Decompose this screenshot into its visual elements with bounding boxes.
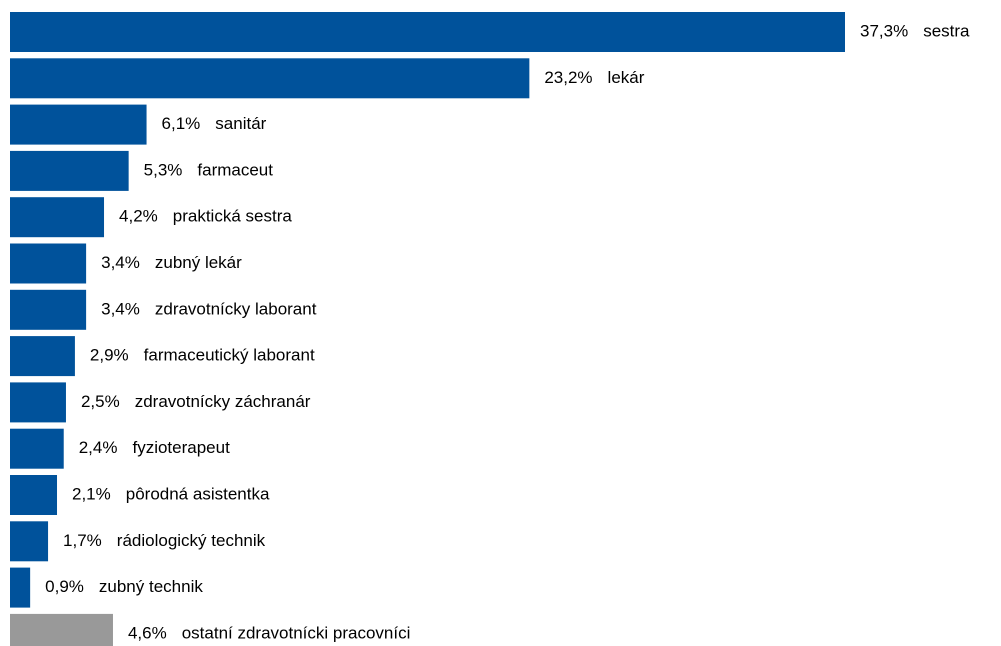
category-label: zdravotnícky laborant [155, 299, 317, 318]
bar [10, 567, 31, 608]
value-label: 4,2% [119, 207, 158, 226]
value-label: 2,5% [81, 392, 120, 411]
category-label: ostatní zdravotnícki pracovníci [182, 623, 411, 642]
category-label: zdravotnícky záchranár [135, 392, 311, 411]
value-label: 2,9% [90, 346, 129, 365]
bar [10, 336, 75, 377]
category-label: sestra [923, 21, 970, 40]
bar [10, 475, 58, 515]
bar [10, 104, 147, 145]
bar [10, 243, 87, 284]
category-label: sanitár [215, 114, 266, 133]
category-label: zubný technik [99, 577, 203, 596]
value-label: 3,4% [101, 299, 140, 318]
category-label: farmaceutický laborant [144, 346, 315, 365]
bar [10, 12, 845, 52]
category-label: praktická sestra [173, 207, 293, 226]
category-label: pôrodná asistentka [126, 484, 270, 503]
bar [10, 289, 87, 330]
bar [10, 521, 49, 562]
value-label: 4,6% [128, 623, 167, 642]
value-label: 5,3% [144, 160, 183, 179]
category-label: fyzioterapeut [132, 438, 230, 457]
bar [10, 58, 530, 99]
value-label: 6,1% [162, 114, 201, 133]
bar [10, 382, 66, 423]
value-label: 3,4% [101, 253, 140, 272]
bar [10, 428, 64, 469]
category-label: farmaceut [197, 160, 273, 179]
value-label: 2,1% [72, 484, 111, 503]
value-label: 23,2% [544, 68, 592, 87]
value-label: 37,3% [860, 21, 908, 40]
value-label: 2,4% [79, 438, 118, 457]
category-label: zubný lekár [155, 253, 242, 272]
value-label: 1,7% [63, 531, 102, 550]
value-label: 0,9% [45, 577, 84, 596]
bar [10, 150, 129, 191]
bar [10, 197, 105, 238]
category-label: rádiologický technik [117, 531, 266, 550]
bar [10, 613, 113, 646]
category-label: lekár [608, 68, 645, 87]
